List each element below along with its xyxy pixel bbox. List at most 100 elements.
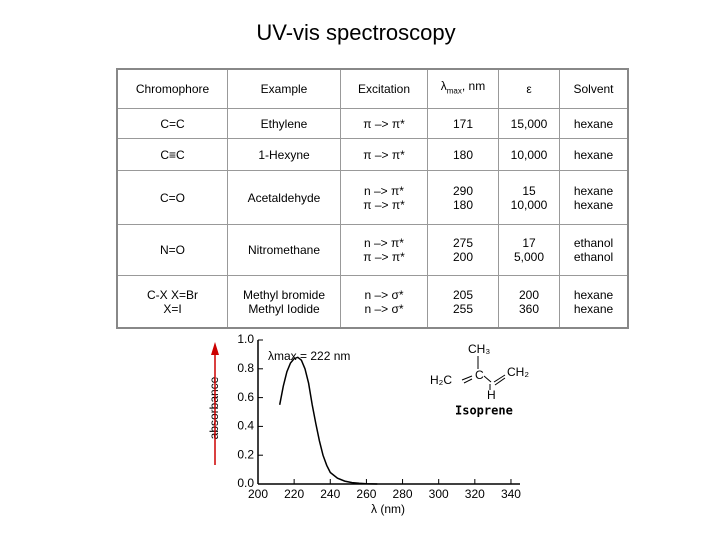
- atom-label: CH₃: [468, 342, 490, 356]
- cell-line: π –> π*: [363, 116, 405, 131]
- cell-line: π –> π*: [363, 250, 405, 264]
- data-table: Chromophore Example Excitation λmax, nm ε Sol…: [116, 68, 629, 329]
- cell-line: C≡C: [160, 147, 185, 162]
- cell-line: hexane: [573, 287, 614, 302]
- cell-line: 15,000: [510, 116, 548, 131]
- cell-line: X=I: [163, 301, 182, 316]
- spectrum-line: [278, 356, 378, 485]
- cell-line: C=O: [159, 190, 185, 205]
- table-cell: 17 5,000: [498, 224, 560, 276]
- cell-line: 205: [452, 287, 474, 302]
- bond: [463, 378, 473, 384]
- cell-line: hexane: [573, 197, 614, 212]
- cell-line: N=O: [159, 243, 185, 257]
- cell-line: C-X X=Br: [146, 287, 198, 302]
- table-row: C=O Acetaldehyde n –> π* π –> π* 290 180 15 10,…: [116, 170, 629, 225]
- table-cell: n –> π* π –> π*: [340, 224, 428, 276]
- table-cell: ethanol ethanol: [559, 224, 629, 276]
- table-cell: C=C: [116, 108, 228, 139]
- table-cell: π –> π*: [340, 108, 428, 139]
- table-cell: Methyl bromide Methyl Iodide: [227, 275, 341, 329]
- cell-line: hexane: [573, 116, 614, 131]
- cell-line: 180: [452, 147, 474, 162]
- cell-line: n –> σ*: [364, 287, 404, 302]
- y-tick-label: 0.8: [237, 361, 254, 375]
- cell-line: 255: [452, 301, 474, 316]
- cell-line: π –> π*: [363, 147, 405, 162]
- table-cell: hexane hexane: [559, 275, 629, 329]
- bond: [461, 375, 473, 381]
- annotation: λmax = 222 nm: [268, 349, 350, 363]
- cell-line: 200: [452, 250, 474, 264]
- table-row: C=C Ethylene π –> π* 171 15,000 hexane: [116, 108, 629, 139]
- y-axis-label: absorbance: [207, 376, 221, 439]
- table-cell: 200 360: [498, 275, 560, 329]
- table-cell: 275 200: [427, 224, 499, 276]
- header-cell: Excitation: [340, 68, 428, 109]
- header-symbol: λ: [440, 79, 447, 94]
- atom-label: H: [487, 388, 496, 402]
- table-cell: 15,000: [498, 108, 560, 139]
- cell-line: 180: [452, 197, 474, 212]
- cell-line: n –> π*: [364, 183, 404, 198]
- table-cell: 290 180: [427, 170, 499, 225]
- y-tick-label: 0.0: [237, 476, 254, 490]
- cell-line: Methyl bromide: [242, 287, 326, 302]
- cell-line: 275: [452, 236, 474, 250]
- atom-label: H₂C: [430, 373, 452, 387]
- table-cell: C=O: [116, 170, 228, 225]
- atom-label: C: [475, 368, 484, 382]
- cell-line: 360: [518, 301, 540, 316]
- table-cell: Nitromethane: [227, 224, 341, 276]
- y-tick-label: 0.2: [237, 447, 254, 461]
- table-cell: 1-Hexyne: [227, 138, 341, 171]
- bond: [483, 375, 492, 383]
- atom-label: CH₂: [507, 365, 529, 379]
- cell-line: 15: [522, 183, 536, 198]
- cell-line: hexane: [573, 183, 614, 198]
- table-cell: 15 10,000: [498, 170, 560, 225]
- header-subscript: max: [446, 86, 462, 96]
- table-cell: hexane hexane: [559, 170, 629, 225]
- table-cell: π –> π*: [340, 138, 428, 171]
- x-axis-label: λ (nm): [371, 502, 405, 516]
- y-tick-label: 0.4: [237, 419, 254, 433]
- cell-line: 17: [522, 236, 536, 250]
- x-tick-label: 280: [393, 487, 413, 501]
- x-tick-label: 220: [284, 487, 304, 501]
- header-cell: Solvent: [559, 68, 629, 109]
- header-cell: ε: [498, 68, 560, 109]
- cell-line: n –> σ*: [364, 301, 404, 316]
- cell-line: C=C: [160, 116, 185, 131]
- cell-line: Acetaldehyde: [247, 190, 321, 205]
- cell-line: hexane: [573, 147, 614, 162]
- cell-line: hexane: [573, 301, 614, 316]
- x-tick-label: 260: [356, 487, 376, 501]
- cell-line: 10,000: [510, 147, 548, 162]
- cell-line: ethanol: [573, 250, 614, 264]
- cell-line: 10,000: [510, 197, 548, 212]
- y-tick-label: 0.6: [237, 390, 254, 404]
- cell-line: Nitromethane: [247, 243, 321, 257]
- cell-line: 5,000: [513, 250, 545, 264]
- cell-line: 290: [452, 183, 474, 198]
- header-unit: , nm: [461, 79, 486, 94]
- cell-line: 171: [452, 116, 474, 131]
- x-tick-label: 300: [429, 487, 449, 501]
- slide-title: UV-vis spectroscopy: [256, 20, 456, 45]
- table-cell: Acetaldehyde: [227, 170, 341, 225]
- table-row: C≡C 1-Hexyne π –> π* 180 10,000 hexane: [116, 138, 629, 171]
- bond: [493, 374, 506, 383]
- x-tick-label: 240: [320, 487, 340, 501]
- table-row: N=O Nitromethane n –> π* π –> π* 275 200 17 5,0…: [116, 224, 629, 276]
- cell-line: Ethylene: [260, 116, 308, 131]
- table-cell: 171: [427, 108, 499, 139]
- table-cell: hexane: [559, 108, 629, 139]
- table-cell: N=O: [116, 224, 228, 276]
- table-cell: 180: [427, 138, 499, 171]
- x-tick-label: 340: [501, 487, 521, 501]
- cell-line: n –> π*: [364, 236, 404, 250]
- molecule-name: Isoprene: [455, 404, 513, 418]
